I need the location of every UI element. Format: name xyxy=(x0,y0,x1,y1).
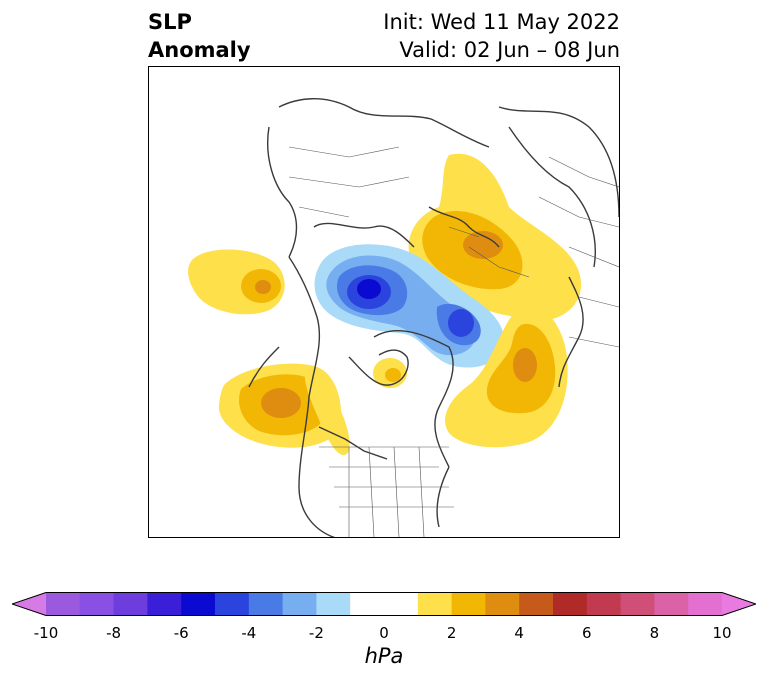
map-panel xyxy=(148,66,620,538)
coastlines xyxy=(248,98,619,537)
colorbar-bin-5 xyxy=(215,592,250,616)
anomaly-positive-bering xyxy=(188,249,285,315)
colorbar-tick-label: -4 xyxy=(241,624,257,642)
colorbar-bin-1 xyxy=(79,592,115,616)
title-dates: Init: Wed 11 May 2022 Valid: 02 Jun – 08… xyxy=(383,8,620,64)
colorbar-bin-4 xyxy=(181,592,216,616)
colorbar-extend-over xyxy=(722,592,756,616)
colorbar-bin-18 xyxy=(688,592,723,616)
colorbar-bin-6 xyxy=(248,592,284,616)
valid-range-label: Valid: 02 Jun – 08 Jun xyxy=(399,38,620,62)
colorbar-bin-3 xyxy=(147,592,182,616)
colorbar-bin-15 xyxy=(586,592,622,616)
colorbar-tick-label: 8 xyxy=(649,624,660,642)
colorbar xyxy=(12,592,756,616)
title-variable: SLP Anomaly xyxy=(148,8,251,64)
political-borders xyxy=(288,146,619,537)
colorbar-tick-label: 2 xyxy=(446,624,457,642)
anomaly-negative-arctic xyxy=(314,244,505,368)
anomaly-positive-hudson xyxy=(373,358,407,388)
colorbar-tick-label: 6 xyxy=(582,624,592,642)
colorbar-unit-label: hPa xyxy=(364,644,404,668)
colorbar-bin-13 xyxy=(519,592,554,616)
anomaly-map xyxy=(149,98,619,537)
colorbar-extend-under xyxy=(12,592,46,616)
colorbar-tick-label: 0 xyxy=(379,624,389,642)
anomaly-positive-ne-pacific xyxy=(218,363,350,456)
init-date-label: Init: Wed 11 May 2022 xyxy=(383,10,620,34)
colorbar-tick-labels: -10 -8 -6 -4 -2 0 2 4 6 8 10 xyxy=(0,624,768,644)
colorbar-bin-12 xyxy=(485,592,520,616)
colorbar-bin-0 xyxy=(46,592,81,616)
colorbar-bin-9 xyxy=(350,592,419,616)
colorbar-tick-label: 10 xyxy=(712,624,732,642)
colorbar-outline xyxy=(12,592,756,616)
colorbar-bin-7 xyxy=(282,592,317,616)
title-variable-line2: Anomaly xyxy=(148,38,251,62)
colorbar-tick-label: -8 xyxy=(106,624,122,642)
colorbar-bin-8 xyxy=(316,592,351,616)
title-variable-line1: SLP xyxy=(148,10,192,34)
colorbar-bin-10 xyxy=(417,592,453,616)
colorbar-bin-11 xyxy=(451,592,486,616)
colorbar-bin-14 xyxy=(553,592,588,616)
colorbar-tick-label: 4 xyxy=(514,624,524,642)
colorbar-bin-16 xyxy=(620,592,655,616)
colorbar-bin-17 xyxy=(654,592,689,616)
anomaly-positive-atlantic xyxy=(445,305,568,448)
colorbar-bin-2 xyxy=(113,592,148,616)
colorbar-tick-label: -2 xyxy=(308,624,324,642)
colorbar-tick-label: -6 xyxy=(173,624,189,642)
colorbar-tick-label: -10 xyxy=(33,624,59,642)
anomaly-positive-siberia xyxy=(408,153,582,321)
